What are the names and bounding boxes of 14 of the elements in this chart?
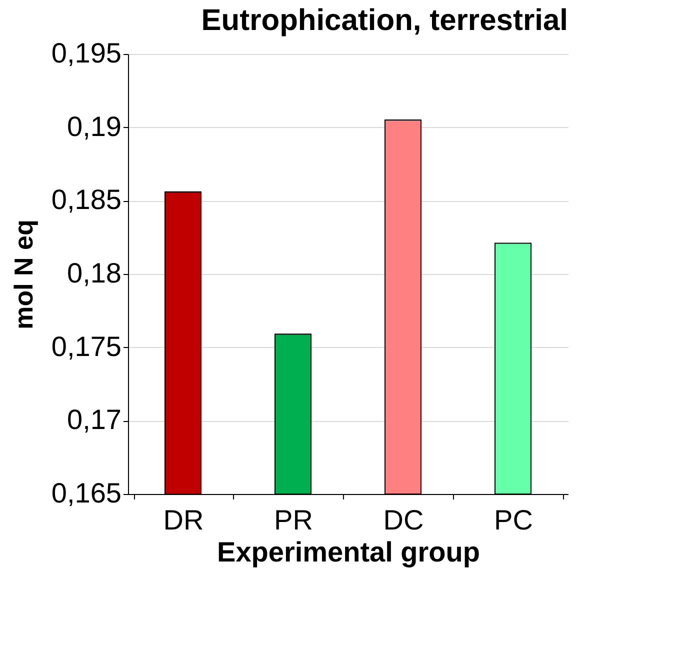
y-tick-label: 0,165: [51, 478, 122, 508]
x-tick-label: DR: [163, 504, 204, 536]
x-tick-label: PR: [274, 504, 313, 536]
y-axis-title: mol N eq: [8, 220, 38, 330]
y-tick-label: 0,195: [51, 38, 122, 68]
y-tick-label: 0,185: [51, 184, 122, 216]
chart-title: Eutrophication, terrestrial: [201, 4, 568, 37]
y-tick-label: 0,17: [67, 404, 122, 436]
x-tick-label: DC: [383, 504, 424, 536]
x-axis-title: Experimental group: [217, 536, 480, 568]
x-tick-label: PC: [494, 504, 533, 536]
y-tick-label: 0,19: [67, 110, 122, 142]
y-tick-label: 0,175: [51, 330, 122, 362]
y-tick-label: 0,18: [67, 258, 122, 288]
